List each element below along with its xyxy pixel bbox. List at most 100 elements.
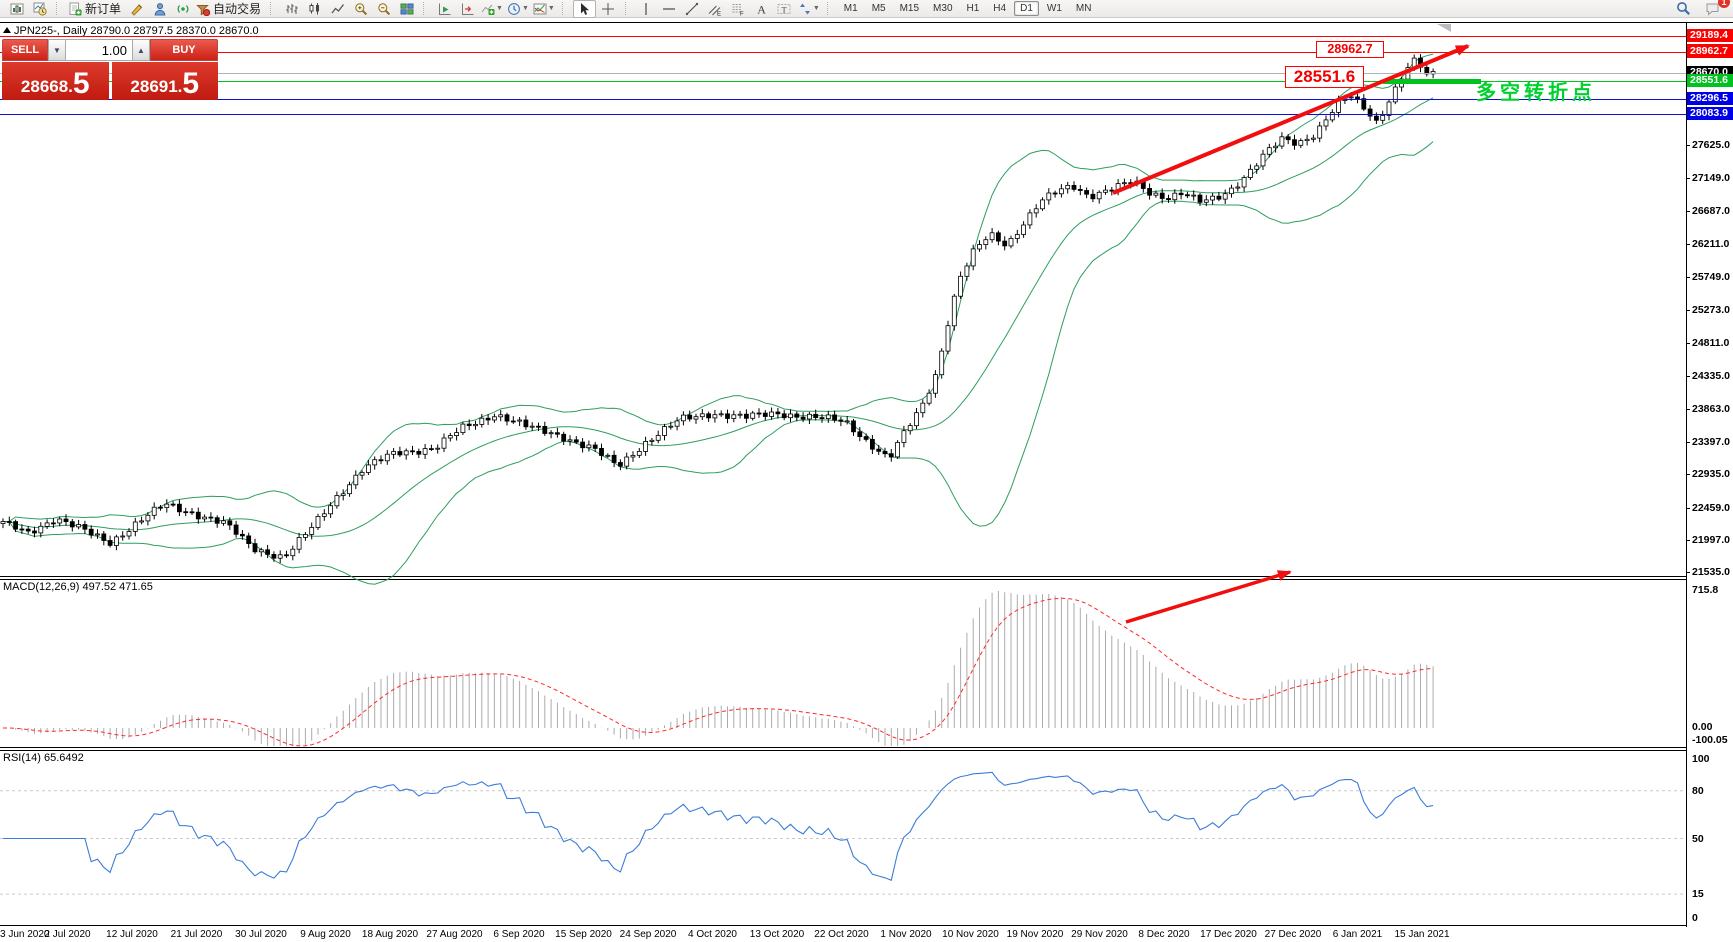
new-chart-icon[interactable]	[6, 1, 27, 17]
main-toolbar: 新订单 自动交易 ▼ ▼ ▼ E F A T ▼ M1 M5 M15 M30 H1 H4 D1 W1 MN 1	[0, 0, 1733, 18]
auto-scroll-icon[interactable]	[434, 1, 455, 17]
date-label[interactable]: 10 Nov 2020	[942, 929, 999, 940]
timeframe-button-M15[interactable]: M15	[899, 3, 920, 14]
periods-icon[interactable]: ▼	[506, 1, 530, 17]
level-line-28296.5[interactable]	[0, 99, 1686, 100]
styler-icon[interactable]	[126, 1, 147, 17]
level-line-28670.0[interactable]	[0, 73, 1686, 74]
dropdown-caret-icon[interactable]: ▼	[521, 4, 529, 12]
volume-increase-button[interactable]: ▲	[132, 39, 150, 61]
ask-price[interactable]: 28691. 5	[111, 62, 218, 100]
date-label[interactable]: 19 Nov 2020	[1006, 929, 1064, 940]
price-tick-label: 23397.0	[1686, 436, 1730, 449]
horizontal-line-icon[interactable]	[659, 1, 680, 17]
templates-icon[interactable]: ▼	[532, 1, 556, 17]
fibonacci-icon[interactable]: F	[728, 1, 749, 17]
dropdown-caret-icon[interactable]: ▼	[547, 4, 555, 12]
date-label[interactable]: 29 Nov 2020	[1071, 929, 1128, 940]
line-chart-icon[interactable]	[327, 1, 348, 17]
buy-button[interactable]: BUY	[150, 39, 218, 61]
price-callout-28962[interactable]: 28962.7	[1316, 41, 1384, 58]
volume-input[interactable]	[66, 39, 132, 61]
svg-text:F: F	[740, 11, 744, 16]
sell-button[interactable]: SELL	[2, 39, 48, 61]
timeframe-button-H4[interactable]: H4	[993, 3, 1007, 14]
dropdown-caret-icon[interactable]: ▼	[812, 4, 820, 12]
rsi-scale-label: 50	[1692, 833, 1704, 845]
bid-price[interactable]: 28668. 5	[2, 62, 109, 100]
date-label[interactable]: 3 Jun 2020	[0, 929, 50, 940]
price-tick-label: 27149.0	[1686, 172, 1730, 185]
macd-separator-top[interactable]	[0, 576, 1686, 577]
date-label[interactable]: 30 Jul 2020	[235, 929, 287, 940]
new-order-icon[interactable]: 新订单	[67, 1, 124, 17]
date-label[interactable]: 9 Aug 2020	[300, 929, 351, 940]
date-label[interactable]: 27 Dec 2020	[1264, 929, 1322, 940]
new-order-label: 新订单	[85, 2, 122, 16]
crosshair-icon[interactable]	[598, 1, 619, 17]
price-level-label: 28962.7	[1687, 45, 1733, 58]
zoom-out-icon[interactable]	[373, 1, 394, 17]
turning-point-highlight[interactable]	[1383, 79, 1481, 84]
timeframe-button-M5[interactable]: M5	[871, 3, 886, 14]
turning-point-annotation[interactable]: 多空转折点	[1476, 82, 1596, 104]
date-label[interactable]: 15 Jan 2021	[1394, 929, 1450, 940]
text-icon[interactable]: A	[751, 1, 772, 17]
vertical-line-icon[interactable]	[636, 1, 657, 17]
date-label[interactable]: 15 Sep 2020	[555, 929, 612, 940]
date-label[interactable]: 13 Oct 2020	[749, 929, 805, 940]
autotrade-icon[interactable]: 自动交易	[195, 1, 264, 17]
profiles-icon[interactable]	[29, 1, 50, 17]
price-level-label: 28296.5	[1687, 92, 1733, 105]
date-label[interactable]: 2 Jul 2020	[44, 929, 91, 940]
date-label[interactable]: 6 Jan 2021	[1332, 929, 1383, 940]
date-label[interactable]: 22 Oct 2020	[814, 929, 869, 940]
date-label[interactable]: 27 Aug 2020	[426, 929, 483, 940]
price-callout-28551[interactable]: 28551.6	[1285, 66, 1364, 88]
date-label[interactable]: 24 Sep 2020	[619, 929, 677, 940]
date-label[interactable]: 17 Dec 2020	[1200, 929, 1257, 940]
rsi-scale-label: 15	[1692, 888, 1704, 900]
trendline-icon[interactable]	[682, 1, 703, 17]
price-tick-label: 22935.0	[1686, 468, 1730, 481]
timeframe-button-MN[interactable]: MN	[1075, 3, 1092, 14]
indicators-icon[interactable]: ▼	[480, 1, 504, 17]
chart-title: JPN225-, Daily 28790.0 28797.5 28370.0 2…	[14, 25, 259, 37]
macd-scale-label: -100.05	[1692, 734, 1728, 746]
timeframe-button-D1[interactable]: D1	[1014, 1, 1039, 16]
rsi-separator-bottom[interactable]	[0, 750, 1686, 751]
level-line-29189.4[interactable]	[0, 36, 1686, 37]
timeframe-button-W1[interactable]: W1	[1046, 3, 1062, 14]
text-label-icon[interactable]: T	[774, 1, 795, 17]
dropdown-caret-icon[interactable]: ▼	[496, 4, 503, 12]
zoom-in-icon[interactable]	[350, 1, 371, 17]
volume-decrease-button[interactable]: ▼	[48, 39, 66, 61]
date-label[interactable]: 21 Jul 2020	[170, 929, 223, 940]
date-label[interactable]: 12 Jul 2020	[106, 929, 158, 940]
mouse-cursor-icon	[1437, 24, 1451, 32]
date-label[interactable]: 18 Aug 2020	[361, 929, 419, 940]
timeframe-button-H1[interactable]: H1	[966, 3, 980, 14]
chat-icon[interactable]: 1	[1702, 0, 1730, 17]
equidistant-channel-icon[interactable]: E	[705, 1, 726, 17]
date-label[interactable]: 1 Nov 2020	[880, 929, 932, 940]
bar-chart-icon[interactable]	[281, 1, 302, 17]
tile-windows-icon[interactable]	[396, 1, 417, 17]
cursor-icon[interactable]	[572, 0, 596, 18]
timeframe-button-M30[interactable]: M30	[933, 3, 953, 14]
arrows-icon[interactable]: ▼	[797, 1, 821, 17]
date-label[interactable]: 8 Dec 2020	[1138, 929, 1190, 940]
timeframe-button-M1[interactable]: M1	[843, 3, 858, 14]
signals-icon[interactable]	[172, 1, 193, 17]
rsi-separator-top[interactable]	[0, 747, 1686, 748]
date-label[interactable]: 6 Sep 2020	[493, 929, 545, 940]
level-line-28083.9[interactable]	[0, 114, 1686, 115]
level-line-28962.7[interactable]	[0, 52, 1686, 53]
candlestick-chart-icon[interactable]	[304, 1, 325, 17]
search-icon[interactable]	[1673, 1, 1694, 17]
date-label[interactable]: 4 Oct 2020	[688, 929, 737, 940]
macd-separator-bottom[interactable]	[0, 579, 1686, 580]
collapse-triangle-icon[interactable]	[3, 27, 11, 33]
chart-shift-icon[interactable]	[457, 1, 478, 17]
market-watch-icon[interactable]	[149, 1, 170, 17]
